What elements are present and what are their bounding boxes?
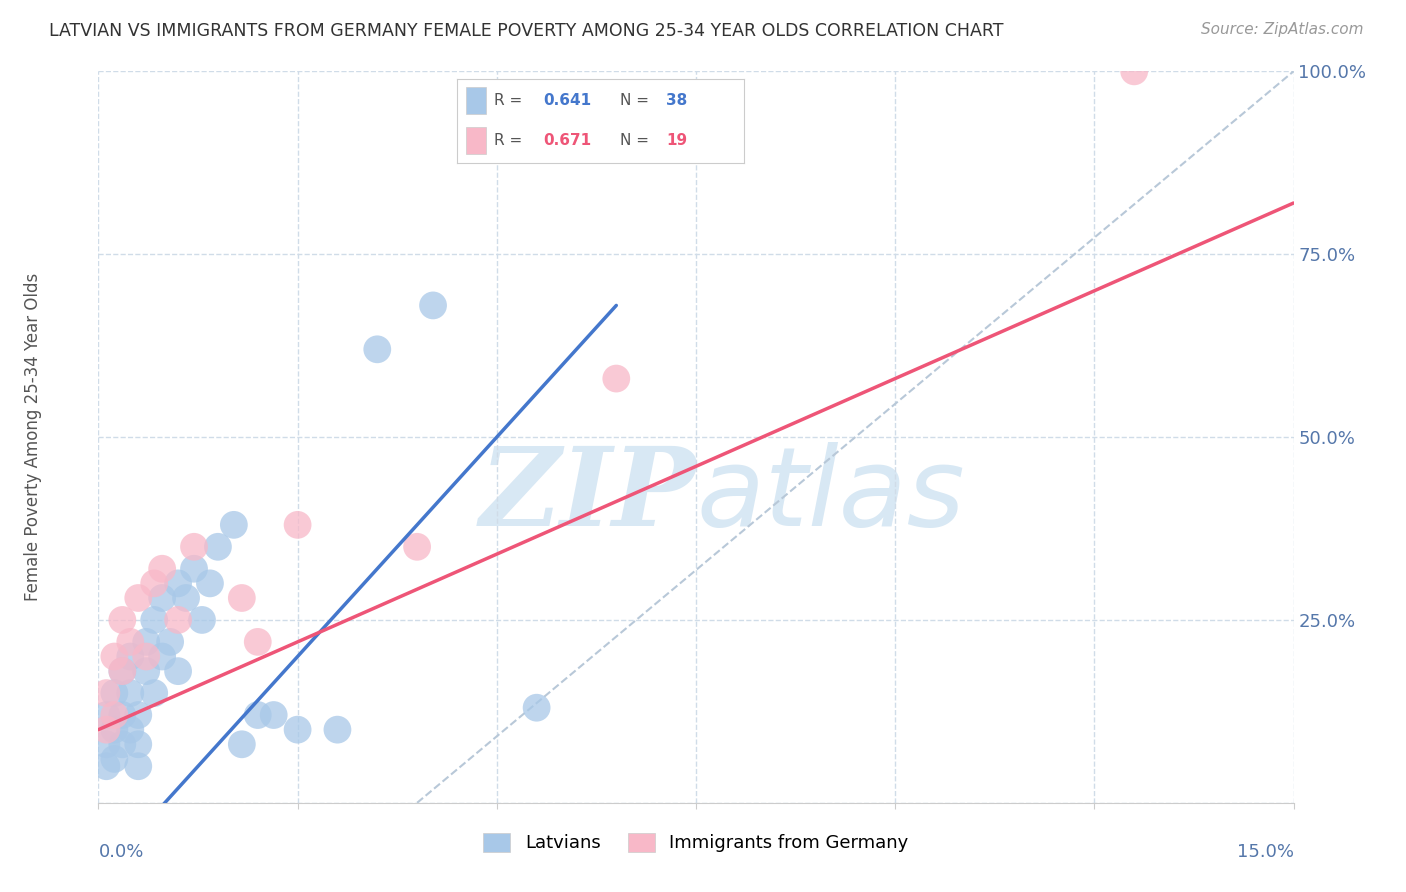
Point — [103, 649, 125, 664]
Point — [120, 649, 142, 664]
Point — [406, 540, 429, 554]
Point — [96, 737, 118, 751]
Point — [96, 759, 118, 773]
Legend: Latvians, Immigrants from Germany: Latvians, Immigrants from Germany — [477, 826, 915, 860]
Point — [111, 613, 134, 627]
Text: 0.0%: 0.0% — [98, 843, 143, 861]
Point — [96, 723, 118, 737]
Point — [287, 723, 309, 737]
Point — [103, 686, 125, 700]
Point — [135, 635, 157, 649]
Point — [198, 576, 221, 591]
Point — [326, 723, 349, 737]
Point — [167, 576, 190, 591]
Point — [127, 591, 149, 605]
Text: atlas: atlas — [696, 442, 965, 549]
Point — [422, 298, 444, 312]
Point — [127, 759, 149, 773]
Point — [135, 649, 157, 664]
Point — [96, 708, 118, 723]
Point — [231, 737, 253, 751]
Point — [174, 591, 197, 605]
Point — [207, 540, 229, 554]
Point — [159, 635, 181, 649]
Text: Source: ZipAtlas.com: Source: ZipAtlas.com — [1201, 22, 1364, 37]
Text: 15.0%: 15.0% — [1236, 843, 1294, 861]
Point — [287, 517, 309, 532]
Point — [150, 591, 173, 605]
Point — [120, 723, 142, 737]
Point — [111, 737, 134, 751]
Point — [1123, 64, 1146, 78]
Point — [120, 635, 142, 649]
Point — [143, 686, 166, 700]
Point — [263, 708, 285, 723]
Point — [135, 664, 157, 678]
Point — [246, 635, 269, 649]
Point — [143, 613, 166, 627]
Point — [150, 649, 173, 664]
Point — [111, 664, 134, 678]
Point — [111, 664, 134, 678]
Text: Female Poverty Among 25-34 Year Olds: Female Poverty Among 25-34 Year Olds — [24, 273, 42, 601]
Point — [191, 613, 214, 627]
Point — [246, 708, 269, 723]
Point — [605, 371, 627, 385]
Point — [103, 752, 125, 766]
Point — [183, 540, 205, 554]
Point — [222, 517, 245, 532]
Point — [127, 708, 149, 723]
Point — [103, 708, 125, 723]
Point — [167, 664, 190, 678]
Point — [103, 723, 125, 737]
Point — [127, 737, 149, 751]
Point — [366, 343, 388, 357]
Point — [96, 686, 118, 700]
Point — [167, 613, 190, 627]
Point — [526, 700, 548, 714]
Point — [150, 562, 173, 576]
Point — [143, 576, 166, 591]
Text: ZIP: ZIP — [479, 442, 696, 549]
Point — [183, 562, 205, 576]
Point — [231, 591, 253, 605]
Point — [111, 708, 134, 723]
Point — [120, 686, 142, 700]
Text: LATVIAN VS IMMIGRANTS FROM GERMANY FEMALE POVERTY AMONG 25-34 YEAR OLDS CORRELAT: LATVIAN VS IMMIGRANTS FROM GERMANY FEMAL… — [49, 22, 1004, 40]
